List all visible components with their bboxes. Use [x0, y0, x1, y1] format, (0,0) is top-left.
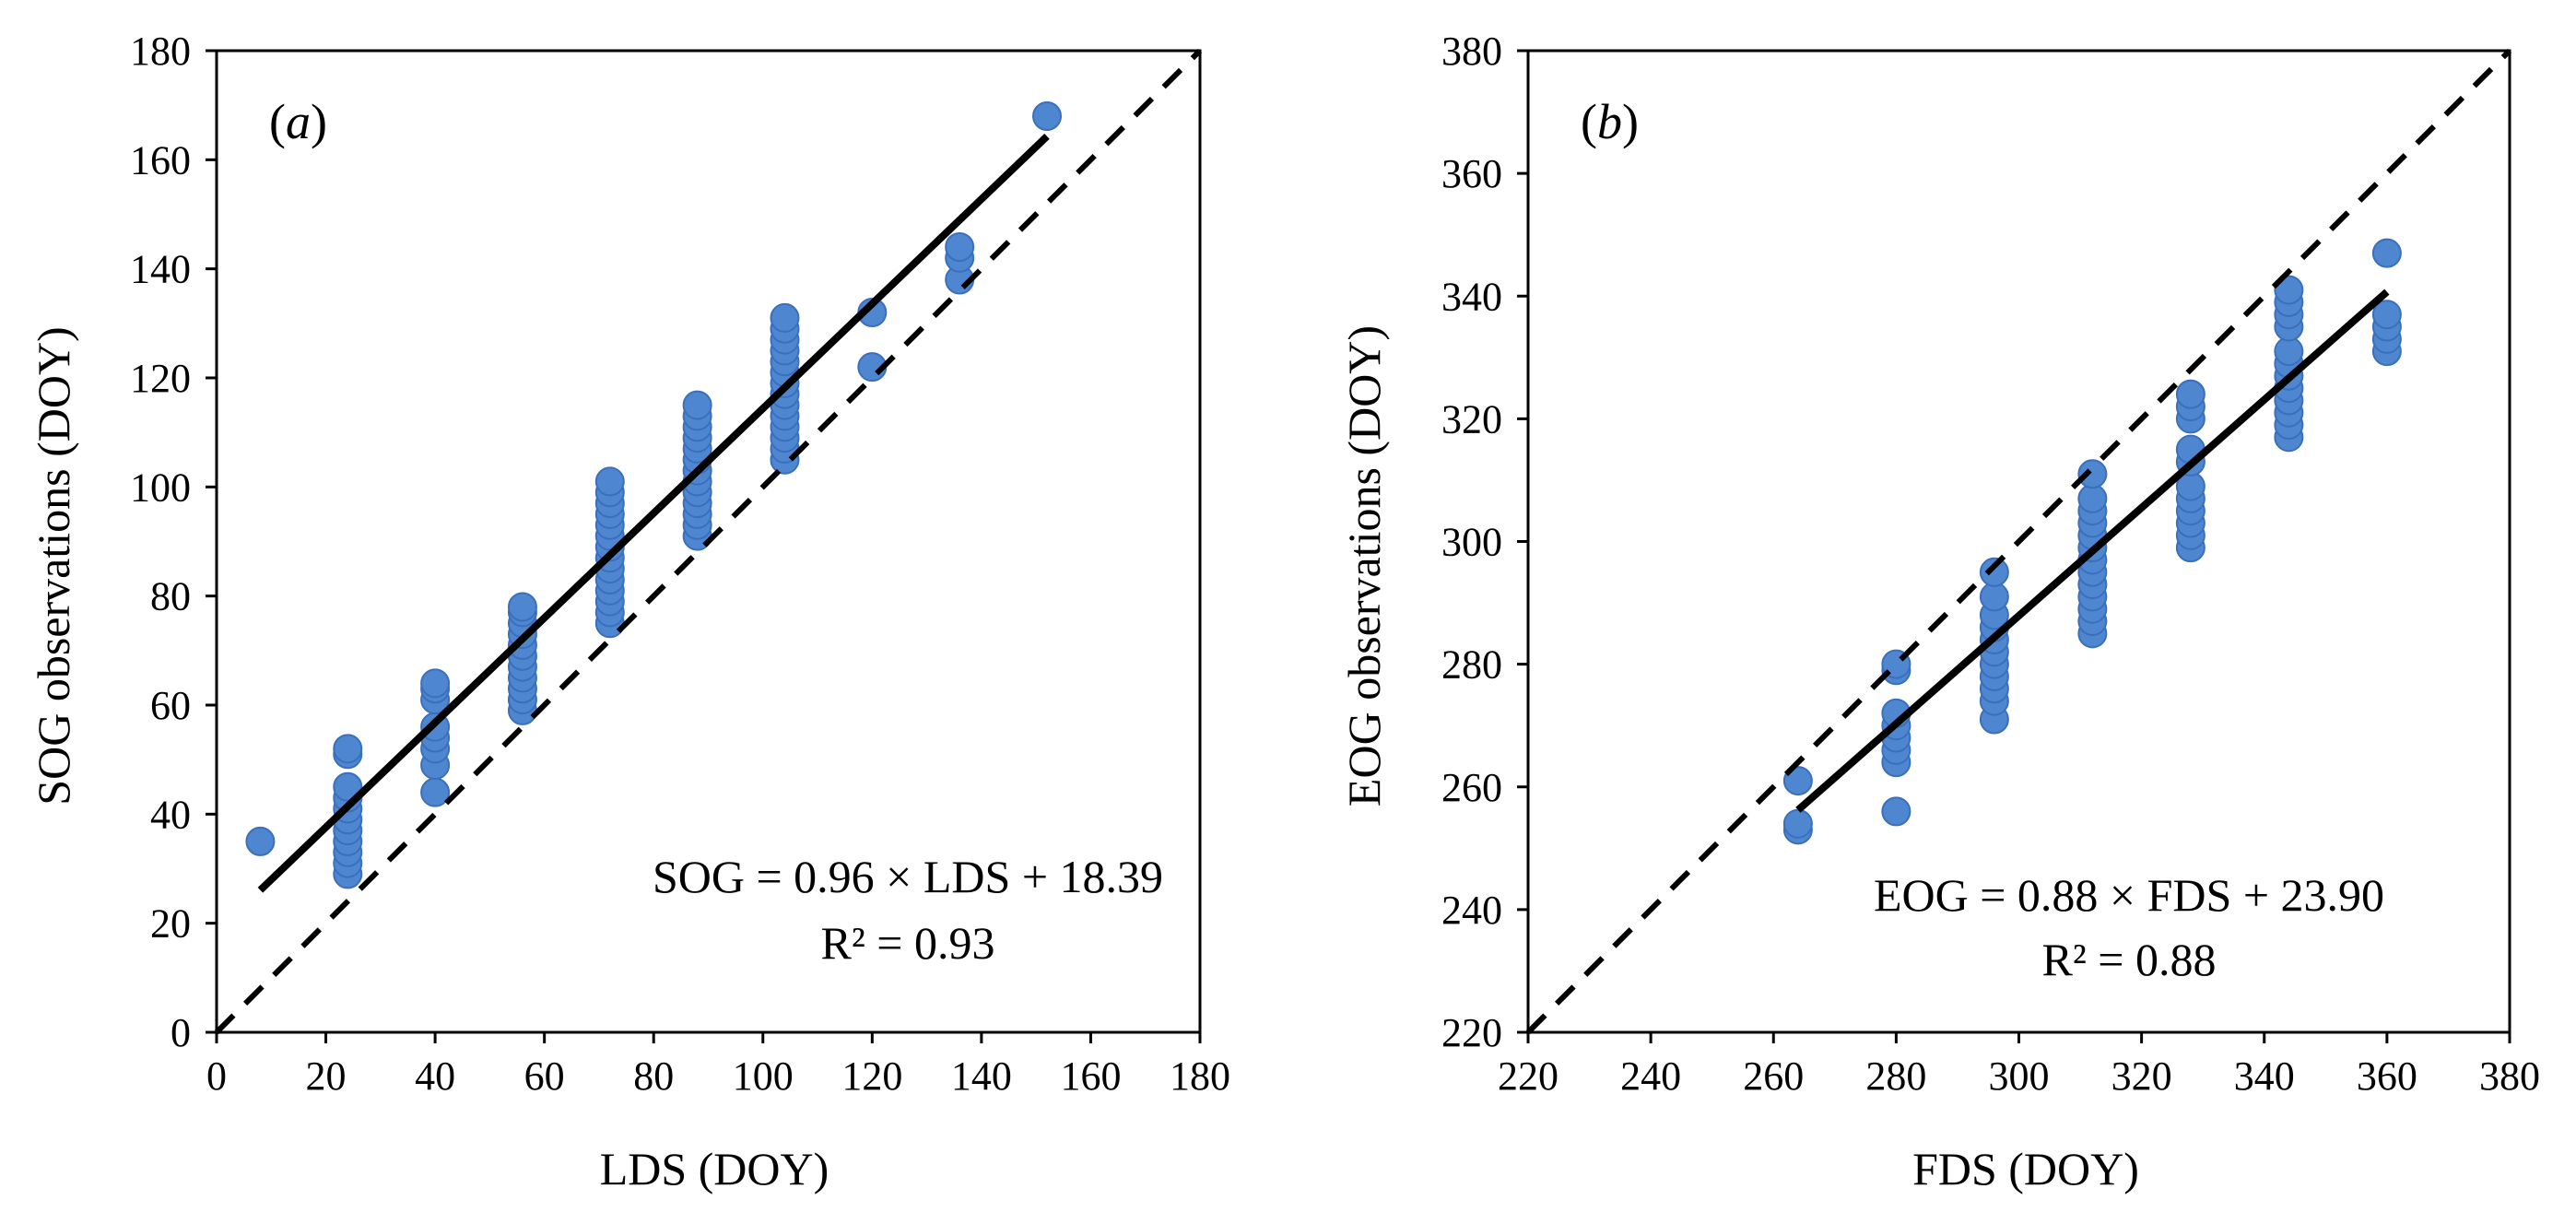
- y-tick-label-b-240: 240: [1441, 888, 1502, 933]
- y-tick-label-a-60: 60: [150, 683, 191, 728]
- x-tick-label-b-260: 260: [1743, 1053, 1804, 1099]
- x-tick-label-b-300: 300: [1989, 1053, 2050, 1099]
- data-point-b-20: [1979, 582, 2009, 612]
- equation-b: EOG = 0.88 × FDS + 23.90: [1874, 869, 2384, 921]
- data-point-a-0: [245, 826, 276, 856]
- x-tick-label-b-360: 360: [2357, 1053, 2417, 1099]
- data-point-a-71: [770, 302, 800, 333]
- data-point-a-44: [594, 466, 625, 497]
- y-tick-label-b-360: 360: [1441, 151, 1502, 196]
- plot-frame-a: [215, 49, 1202, 1034]
- y-tick-label-a-20: 20: [150, 901, 191, 947]
- x-tick-label-a-180: 180: [1170, 1053, 1230, 1099]
- panel-b: 220 240 260 280 300 320 340 360 380 220 240 260 280 3…: [1338, 29, 2540, 1195]
- x-axis-label-b: FDS (DOY): [1912, 1143, 2139, 1195]
- y-axis-label-b: EOG observations (DOY): [1338, 325, 1390, 806]
- x-tick-label-b-320: 320: [2111, 1053, 2172, 1099]
- one-to-one-line-b: [1525, 48, 2512, 1035]
- y-tick-label-a-80: 80: [150, 574, 191, 619]
- one-to-one-line-a: [214, 48, 1203, 1035]
- regression-line-a: [257, 133, 1050, 893]
- x-tick-label-a-60: 60: [524, 1053, 565, 1099]
- y-tick-label-b-380: 380: [1441, 29, 1502, 74]
- data-point-b-21: [1979, 557, 2009, 587]
- data-point-a-12: [420, 777, 451, 807]
- x-tick-label-b-240: 240: [1620, 1053, 1681, 1099]
- x-tick-label-b-220: 220: [1498, 1053, 1559, 1099]
- x-tick-label-a-0: 0: [206, 1053, 227, 1099]
- data-point-b-53: [2274, 336, 2304, 367]
- x-tick-label-a-140: 140: [951, 1053, 1012, 1099]
- x-tick-label-a-100: 100: [733, 1053, 794, 1099]
- data-point-a-9: [333, 771, 363, 802]
- panel-label-b: (b): [1581, 94, 1639, 149]
- data-point-b-62: [2371, 238, 2402, 268]
- panel-a: 0 20 40 60 80 100 120 140 160 180 0 20 40 60 80 100 120 1…: [28, 29, 1230, 1195]
- x-tick-label-a-120: 120: [841, 1053, 902, 1099]
- data-point-b-1: [1782, 808, 1813, 839]
- points-layer-b: [1782, 238, 2402, 845]
- data-point-b-61: [2371, 300, 2402, 330]
- x-tick-label-b-340: 340: [2234, 1053, 2295, 1099]
- y-tick-label-b-300: 300: [1441, 520, 1502, 565]
- equation-a: SOG = 0.96 × LDS + 18.39: [653, 851, 1163, 902]
- data-point-a-30: [507, 592, 537, 622]
- data-point-a-77: [1032, 101, 1063, 131]
- x-tick-label-b-280: 280: [1865, 1053, 1926, 1099]
- ticks-layer-a: 0 20 40 60 80 100 120 140 160 180 0 20 40 60 80 100 120 1…: [130, 29, 1230, 1099]
- data-point-b-2: [1782, 766, 1813, 796]
- y-axis-label-a: SOG observations (DOY): [28, 326, 79, 805]
- points-layer-a: [245, 101, 1063, 889]
- y-tick-label-b-340: 340: [1441, 274, 1502, 319]
- y-tick-label-a-40: 40: [150, 792, 191, 837]
- r2-a: R² = 0.93: [820, 917, 994, 969]
- x-tick-label-a-80: 80: [633, 1053, 674, 1099]
- x-tick-label-a-40: 40: [415, 1053, 455, 1099]
- data-point-b-45: [2175, 379, 2205, 409]
- y-tick-label-a-160: 160: [130, 137, 191, 182]
- data-point-b-57: [2274, 275, 2304, 305]
- data-point-a-57: [682, 390, 712, 420]
- ticks-layer-b: 220 240 260 280 300 320 340 360 380 220 240 260 280 3…: [1441, 29, 2540, 1099]
- x-axis-label-a: LDS (DOY): [600, 1143, 829, 1195]
- data-point-a-11: [333, 734, 363, 764]
- x-tick-label-a-160: 160: [1060, 1053, 1121, 1099]
- r2-b: R² = 0.88: [2041, 934, 2216, 985]
- y-tick-label-b-260: 260: [1441, 765, 1502, 810]
- lines-layer-a: [214, 48, 1203, 1035]
- data-point-b-33: [2077, 483, 2108, 513]
- data-point-b-34: [2077, 459, 2108, 489]
- y-tick-label-b-220: 220: [1441, 1010, 1502, 1055]
- y-tick-label-a-120: 120: [130, 356, 191, 401]
- y-tick-label-a-140: 140: [130, 247, 191, 292]
- regression-line-b: [1795, 288, 2390, 813]
- lines-layer-b: [1525, 48, 2512, 1035]
- y-tick-label-b-320: 320: [1441, 396, 1502, 441]
- panel-label-a: (a): [269, 94, 327, 149]
- x-tick-label-b-380: 380: [2479, 1053, 2540, 1099]
- y-tick-label-a-0: 0: [171, 1010, 191, 1055]
- x-tick-label-a-20: 20: [306, 1053, 347, 1099]
- data-point-a-76: [945, 232, 975, 262]
- y-tick-label-a-180: 180: [130, 29, 191, 74]
- y-tick-label-a-100: 100: [130, 465, 191, 510]
- data-point-a-19: [420, 668, 451, 699]
- y-tick-label-b-280: 280: [1441, 642, 1502, 688]
- data-point-b-3: [1881, 796, 1911, 827]
